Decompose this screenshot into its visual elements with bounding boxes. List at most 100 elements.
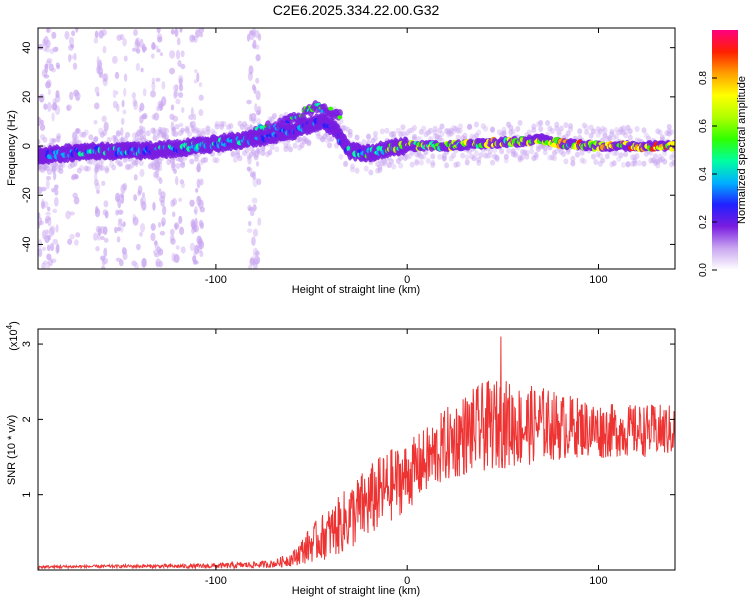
heatmap-halo: [632, 160, 638, 167]
heatmap-halo: [283, 142, 289, 149]
heatmap-speckle: [45, 229, 49, 238]
heatmap-halo: [446, 129, 452, 136]
heatmap-speckle: [43, 103, 48, 110]
heatmap-halo: [343, 161, 349, 168]
heatmap-halo: [271, 112, 277, 119]
heatmap-halo: [42, 136, 48, 143]
heatmap-halo: [69, 161, 75, 168]
heatmap-halo: [492, 147, 498, 154]
heatmap-halo: [56, 133, 62, 140]
heatmap-halo: [138, 160, 144, 167]
heatmap-halo: [462, 132, 468, 139]
heatmap-halo: [446, 131, 452, 138]
heatmap-speckle: [153, 112, 160, 121]
heatmap-speckle: [52, 238, 59, 245]
heatmap-halo: [636, 160, 642, 167]
heatmap-halo: [391, 163, 397, 170]
heatmap-speckle: [177, 60, 182, 67]
heatmap-halo: [274, 146, 280, 153]
x-tick-label: 100: [589, 274, 607, 286]
heatmap-halo: [76, 167, 82, 174]
heatmap-halo: [538, 125, 544, 132]
heatmap-halo: [430, 162, 436, 169]
heatmap-speckle: [248, 264, 253, 269]
heatmap-halo: [269, 144, 275, 151]
heatmap-halo: [255, 147, 261, 154]
heatmap-halo: [191, 127, 197, 134]
heatmap-speckle: [43, 35, 49, 45]
heatmap-halo: [164, 133, 170, 140]
heatmap-halo: [430, 153, 436, 160]
heatmap-speckle: [155, 258, 161, 268]
heatmap-speckle: [117, 218, 123, 224]
heatmap-speckle: [52, 171, 57, 181]
heatmap-halo: [671, 151, 675, 158]
heatmap-halo: [558, 148, 564, 155]
snr-multiplier-exponent: 4: [5, 324, 14, 329]
heatmap-halo: [652, 153, 658, 160]
heatmap-halo: [483, 125, 489, 132]
heatmap-speckle: [116, 103, 120, 112]
heatmap-halo: [187, 131, 193, 138]
heatmap-halo: [671, 159, 675, 166]
heatmap-halo: [134, 159, 140, 166]
heatmap-halo: [81, 131, 87, 138]
heatmap-speckle: [192, 259, 198, 265]
heatmap-halo: [104, 165, 110, 172]
heatmap-halo: [209, 128, 215, 135]
heatmap-halo: [515, 126, 521, 133]
heatmap-speckle: [246, 166, 251, 172]
heatmap-halo: [95, 163, 101, 170]
heatmap-halo: [405, 129, 411, 136]
heatmap-halo: [83, 129, 89, 136]
heatmap-halo: [568, 126, 574, 133]
heatmap-halo: [457, 123, 463, 130]
heatmap-speckle: [139, 168, 145, 178]
heatmap-halo: [535, 145, 541, 152]
heatmap-halo: [382, 158, 388, 165]
heatmap-halo: [641, 160, 647, 167]
heatmap-speckle: [172, 211, 176, 218]
heatmap-speckle: [175, 176, 179, 186]
heatmap-halo: [646, 135, 652, 142]
heatmap-speckle: [120, 223, 124, 233]
heatmap-halo: [620, 161, 626, 168]
heatmap-halo: [529, 148, 535, 155]
heatmap-halo: [173, 131, 179, 138]
heatmap-speckle: [45, 60, 52, 66]
heatmap-speckle: [55, 90, 60, 99]
heatmap-speckle: [104, 211, 109, 219]
heatmap-speckle: [175, 245, 180, 250]
heatmap-halo: [88, 134, 94, 141]
heatmap-speckle: [152, 201, 156, 211]
heatmap-halo: [611, 135, 617, 142]
heatmap-halo: [480, 123, 486, 130]
heatmap-halo: [212, 157, 218, 164]
heatmap-halo: [538, 119, 544, 126]
heatmap-halo: [177, 129, 183, 136]
heatmap-halo: [349, 166, 355, 173]
heatmap-halo: [526, 129, 532, 136]
heatmap-speckle: [246, 99, 252, 105]
heatmap-speckle: [115, 257, 122, 262]
heatmap-speckle: [48, 258, 54, 267]
heatmap-speckle: [94, 208, 101, 218]
heatmap-speckle: [199, 178, 204, 186]
heatmap-halo: [301, 138, 307, 145]
heatmap-halo: [92, 137, 98, 144]
heatmap-speckle: [135, 243, 141, 251]
heatmap-halo: [650, 157, 656, 164]
heatmap-speckle: [194, 69, 198, 74]
heatmap-halo: [547, 154, 553, 161]
heatmap-speckle: [103, 200, 109, 208]
heatmap-speckle: [178, 74, 184, 84]
heatmap-speckle: [116, 226, 121, 232]
heatmap-speckle: [139, 102, 145, 112]
heatmap-halo: [228, 122, 234, 129]
heatmap-halo: [554, 125, 560, 132]
heatmap-halo: [581, 122, 587, 129]
heatmap-speckle: [52, 46, 59, 53]
heatmap-halo: [200, 127, 206, 134]
colorbar-ticks: 0.0 0.2 0.4 0.6 0.8: [698, 71, 717, 277]
heatmap-speckle: [47, 88, 51, 96]
